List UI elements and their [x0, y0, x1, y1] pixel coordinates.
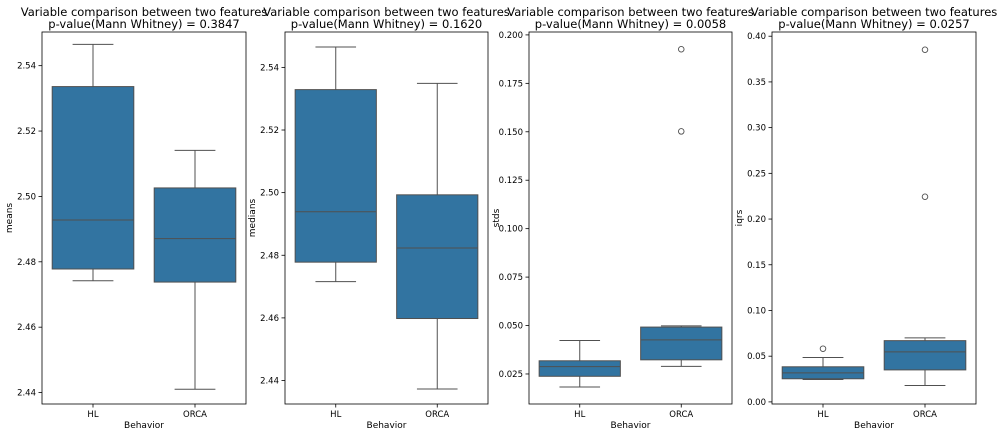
chart-4-ytick-label-1: 0.00: [747, 398, 766, 408]
chart-3-orca-outlier-2: [678, 45, 685, 53]
chart-1-xtick-label-hl: HL: [87, 410, 98, 420]
chart-2-xtick-label-hl: HL: [330, 410, 341, 420]
chart-2-ytick-label-5: 2.52: [260, 126, 279, 136]
chart-3-ytick-label-3: 0.075: [499, 273, 523, 283]
chart-subtitle-1: p-value(Mann Whitney) = 0.3847: [48, 17, 239, 31]
chart-2-ytick-label-6: 2.54: [260, 63, 279, 73]
chart-4-orca-outlier-1: [921, 193, 929, 200]
chart-3-ytick-label-7: 0.175: [499, 79, 523, 89]
chart-2-xlabel: Behavior: [367, 421, 407, 431]
chart-1-ylabel: means: [5, 203, 15, 234]
chart-title-2: Variable comparison between two features: [263, 5, 510, 19]
chart-3-ytick-label-4: 0.100: [499, 225, 523, 235]
chart-1-ytick-label-6: 2.54: [17, 62, 36, 72]
chart-4-ytick-label-3: 0.10: [747, 306, 766, 316]
chart-2-ytick-label-1: 2.44: [260, 377, 279, 387]
chart-2-hl-box: [294, 89, 377, 263]
chart-3-ytick-label-8: 0.200: [499, 31, 523, 41]
chart-1-xlabel: Behavior: [124, 421, 164, 431]
chart-4-orca-box: [883, 340, 967, 371]
chart-3-xtick-label-orca: ORCA: [669, 410, 693, 420]
chart-4-ytick-label-6: 0.25: [747, 169, 766, 179]
chart-2-frame: [284, 31, 489, 405]
chart-3-hl-box: [538, 360, 621, 377]
chart-3-orca-outlier-1: [678, 128, 685, 135]
chart-3-ytick-label-5: 0.125: [499, 176, 523, 186]
chart-4-frame: [771, 31, 977, 405]
chart-4-ytick-label-9: 0.40: [747, 32, 766, 42]
chart-1-xtick-label-orca: ORCA: [183, 410, 207, 420]
chart-3-frame: [528, 31, 733, 405]
chart-subtitle-2: p-value(Mann Whitney) = 0.1620: [291, 17, 482, 31]
chart-4-orca-outlier-2: [921, 46, 929, 53]
chart-4-ytick-label-4: 0.15: [747, 261, 766, 271]
chart-title-4: Variable comparison between two features: [751, 5, 997, 19]
chart-1-ytick-label-3: 2.48: [17, 258, 36, 268]
chart-4-hl-outlier-1: [819, 345, 827, 352]
chart-title-3: Variable comparison between two features: [507, 5, 754, 19]
chart-4-ytick-label-5: 0.20: [747, 215, 766, 225]
chart-1-ytick-label-5: 2.52: [17, 127, 36, 137]
chart-4-xtick-label-orca: ORCA: [913, 410, 937, 420]
chart-2-ytick-label-3: 2.48: [260, 251, 279, 261]
chart-2-xtick-label-orca: ORCA: [425, 410, 449, 420]
chart-1-ytick-label-2: 2.46: [17, 323, 36, 333]
chart-2-ytick-label-4: 2.50: [260, 189, 279, 199]
chart-1-ytick-label-4: 2.50: [17, 192, 36, 202]
chart-subtitle-4: p-value(Mann Whitney) = 0.0257: [778, 17, 969, 31]
chart-2-ytick-label-2: 2.46: [260, 314, 279, 324]
chart-1-ytick-label-1: 2.44: [17, 389, 36, 399]
chart-1-frame: [41, 31, 247, 405]
chart-4-xtick-label-hl: HL: [817, 410, 828, 420]
chart-3-ylabel: stds: [492, 208, 502, 227]
chart-subtitle-3: p-value(Mann Whitney) = 0.0058: [535, 17, 726, 31]
chart-3-orca-box: [640, 326, 723, 361]
chart-title-1: Variable comparison between two features: [21, 5, 268, 19]
chart-3-xlabel: Behavior: [611, 421, 651, 431]
chart-1-hl-box: [51, 86, 135, 270]
chart-3-xtick-label-hl: HL: [574, 410, 585, 420]
chart-3-ytick-label-2: 0.050: [499, 322, 523, 332]
chart-2-orca-box: [396, 194, 479, 320]
chart-3-ytick-label-1: 0.025: [499, 370, 523, 380]
chart-2-ylabel: medians: [248, 198, 258, 237]
chart-4-ylabel: iqrs: [735, 209, 745, 226]
chart-4-ytick-label-2: 0.05: [747, 352, 766, 362]
chart-4-ytick-label-8: 0.35: [747, 78, 766, 88]
chart-3-ytick-label-6: 0.150: [499, 128, 523, 138]
chart-4-xlabel: Behavior: [854, 421, 894, 431]
chart-1-orca-box: [153, 187, 237, 283]
chart-4-ytick-label-7: 0.30: [747, 124, 766, 134]
